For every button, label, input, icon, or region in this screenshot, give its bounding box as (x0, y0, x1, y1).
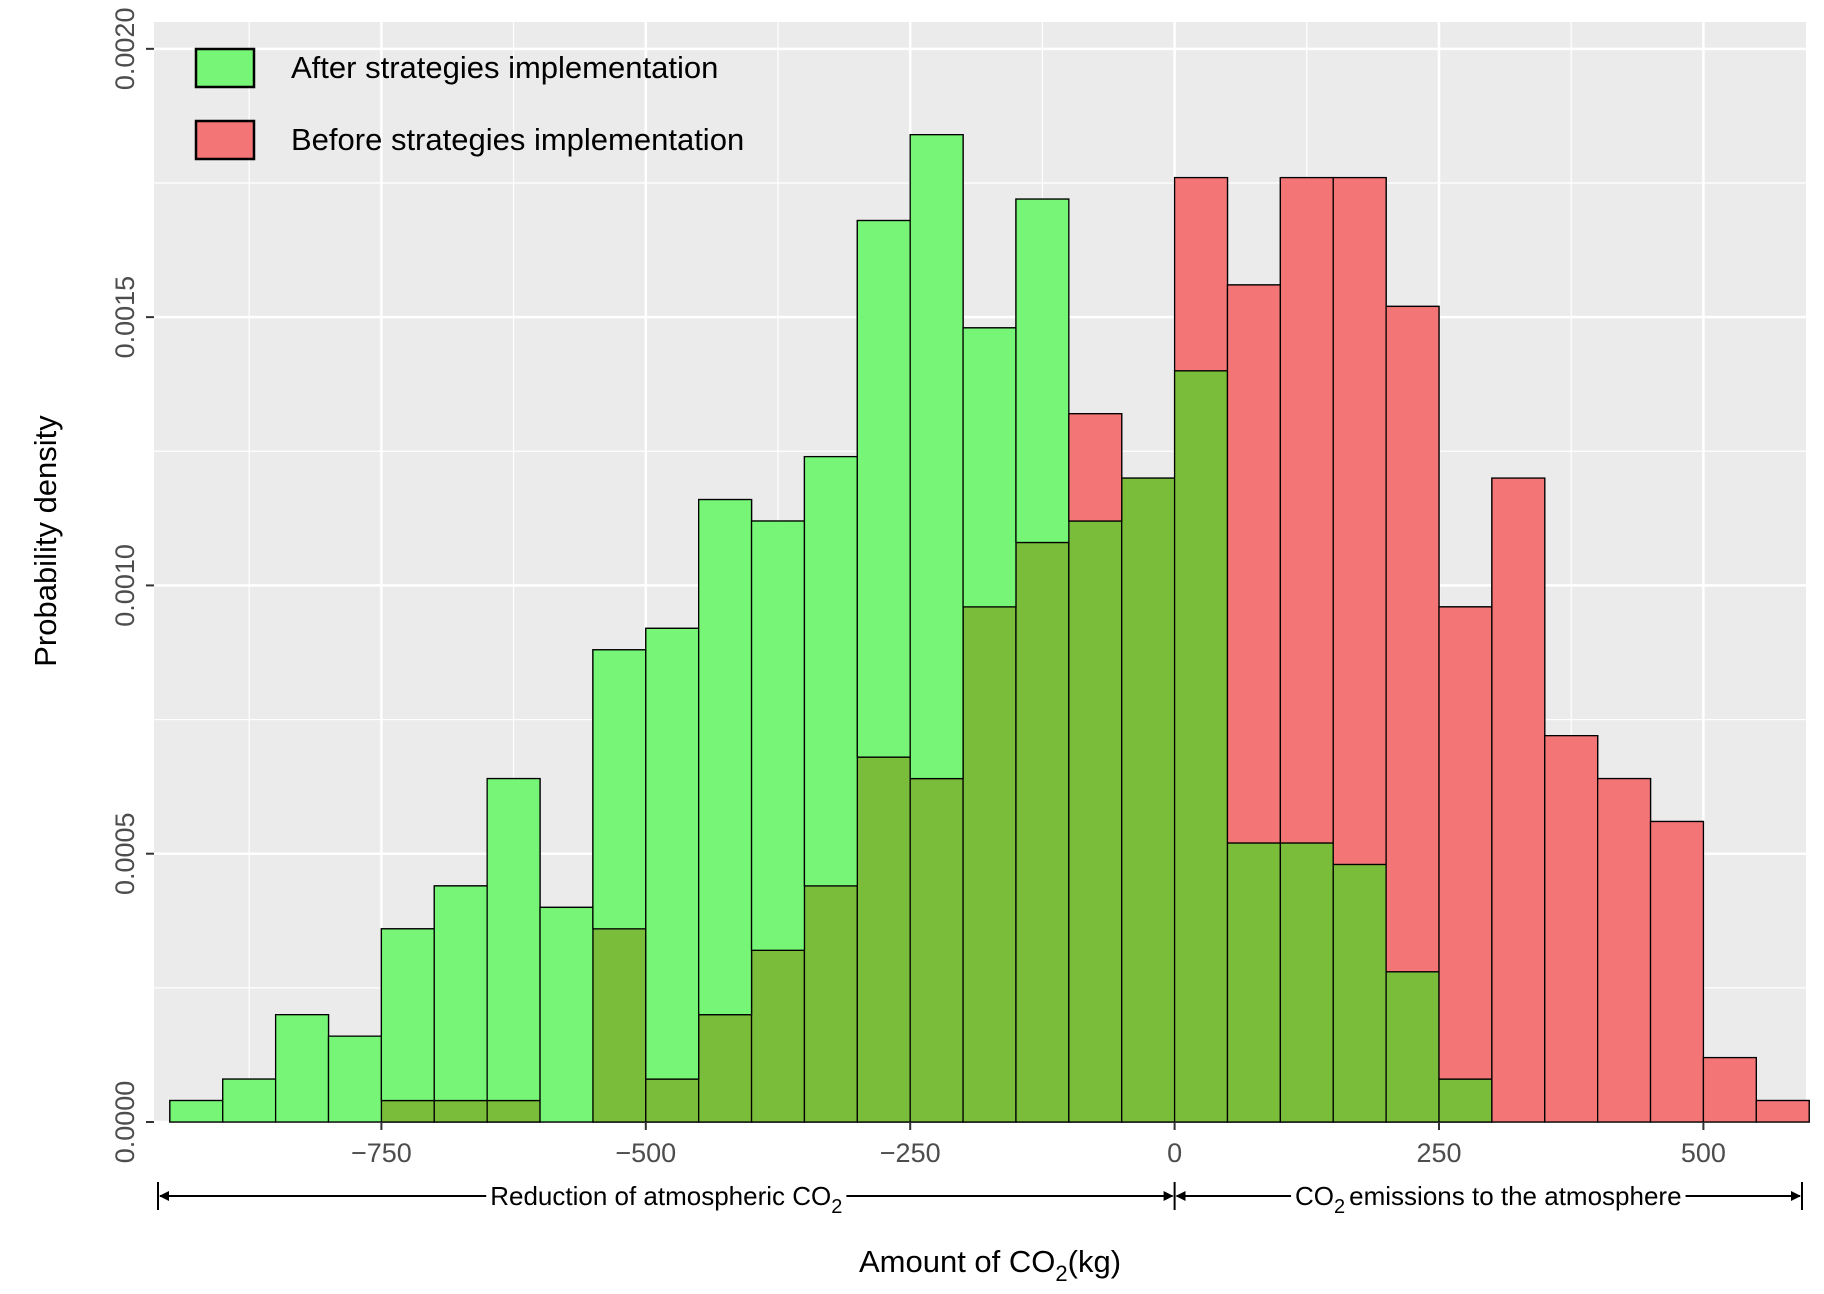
after-top-bar-1 (222, 1078, 277, 1123)
overlap-bar-14 (909, 777, 964, 1123)
overlap-bar-22 (1332, 863, 1387, 1123)
emissions-label-prefix: CO (1295, 1181, 1334, 1211)
emissions-label: CO2 emissions to the atmosphere (1295, 1181, 1682, 1218)
histogram-bars (169, 134, 1810, 1123)
after-top-bar-7 (539, 906, 594, 1123)
after-top-bar-0 (169, 1099, 224, 1123)
overlap-bar-8 (592, 928, 647, 1123)
overlap-bar-15 (962, 606, 1017, 1123)
x-tick-label-5: 500 (1681, 1138, 1726, 1168)
reduction-label: Reduction of atmospheric CO2 (490, 1181, 842, 1218)
y-tick-label-0: 0.0000 (110, 1081, 140, 1164)
before-top-bar-15 (1226, 284, 1282, 844)
overlap-bar-5 (433, 1099, 488, 1123)
before-top-bar-22 (1596, 777, 1652, 1123)
legend-key-before (194, 119, 256, 161)
before-top-bar-12 (1068, 413, 1123, 522)
x-tick-label-2: −250 (880, 1138, 941, 1168)
before-top-bar-21 (1544, 735, 1599, 1123)
reduction-label-sub: 2 (831, 1196, 842, 1218)
after-top-bar-16 (1015, 198, 1070, 544)
after-top-bar-2 (274, 1014, 330, 1123)
emissions-label-main: emissions to the atmosphere (1349, 1181, 1681, 1211)
before-top-bar-19 (1438, 606, 1493, 1080)
before-top-bar-23 (1649, 820, 1705, 1123)
overlap-bar-16 (1015, 541, 1070, 1123)
after-top-bar-10 (698, 498, 753, 1016)
y-axis-ticks: 0.0000 0.0005 0.0010 0.0015 0.0020 (110, 8, 154, 1164)
overlap-bar-4 (380, 1099, 435, 1123)
overlap-bar-13 (856, 756, 911, 1123)
after-top-bar-12 (803, 455, 858, 887)
overlap-bar-20 (1226, 842, 1282, 1123)
after-top-bar-3 (327, 1035, 383, 1123)
after-top-bar-11 (750, 520, 806, 951)
emissions-label-sub: 2 (1334, 1196, 1345, 1218)
before-top-bar-16 (1279, 176, 1334, 844)
legend: After strategies implementation Before s… (194, 47, 744, 161)
y-tick-label-2: 0.0010 (110, 544, 140, 627)
y-tick-label-4: 0.0020 (110, 8, 140, 91)
overlap-bar-17 (1068, 520, 1123, 1123)
after-top-bar-14 (909, 134, 964, 780)
x-axis-title: Amount of CO2(kg) (859, 1244, 1121, 1286)
y-axis-title: Probability density (28, 415, 63, 667)
before-top-bar-20 (1491, 477, 1546, 1123)
after-top-bar-15 (962, 327, 1017, 608)
x-tick-label-1: −500 (615, 1138, 676, 1168)
x-tick-label-0: −750 (351, 1138, 412, 1168)
x-axis-title-main: Amount of CO (859, 1244, 1055, 1279)
legend-label-before: Before strategies implementation (291, 122, 744, 157)
after-top-bar-4 (380, 928, 435, 1102)
after-top-bar-5 (433, 885, 488, 1102)
x-tick-label-3: 0 (1167, 1138, 1182, 1168)
overlap-bar-19 (1173, 370, 1229, 1123)
x-axis-title-sub: 2 (1055, 1261, 1067, 1286)
y-tick-label-1: 0.0005 (110, 812, 140, 895)
y-tick-label-3: 0.0015 (110, 276, 140, 359)
overlap-bar-11 (750, 949, 806, 1123)
x-tick-label-4: 250 (1416, 1138, 1461, 1168)
overlap-bar-21 (1279, 842, 1334, 1123)
range-annotations: Reduction of atmospheric CO2 CO2 emission… (157, 1181, 1803, 1218)
before-top-bar-25 (1755, 1099, 1810, 1123)
before-top-bar-24 (1702, 1056, 1757, 1123)
after-top-bar-13 (856, 219, 911, 758)
overlap-bar-24 (1438, 1078, 1493, 1123)
legend-key-after (194, 47, 256, 89)
legend-label-after: After strategies implementation (291, 50, 718, 85)
x-axis-ticks: −750 −500 −250 0 250 500 (351, 1122, 1726, 1168)
before-top-bar-14 (1173, 176, 1229, 372)
overlap-bar-10 (698, 1014, 753, 1123)
overlap-bar-23 (1385, 971, 1440, 1123)
overlap-bar-12 (803, 885, 858, 1123)
after-top-bar-9 (645, 627, 700, 1080)
after-top-bar-8 (592, 649, 647, 930)
overlap-bar-6 (486, 1099, 541, 1123)
before-top-bar-17 (1332, 176, 1387, 866)
after-top-bar-6 (486, 777, 541, 1102)
overlap-bar-18 (1121, 477, 1176, 1123)
before-top-bar-18 (1385, 305, 1440, 973)
overlap-bar-9 (645, 1078, 700, 1123)
x-axis-title-unit: (kg) (1068, 1244, 1121, 1279)
reduction-label-main: Reduction of atmospheric CO (490, 1181, 831, 1211)
